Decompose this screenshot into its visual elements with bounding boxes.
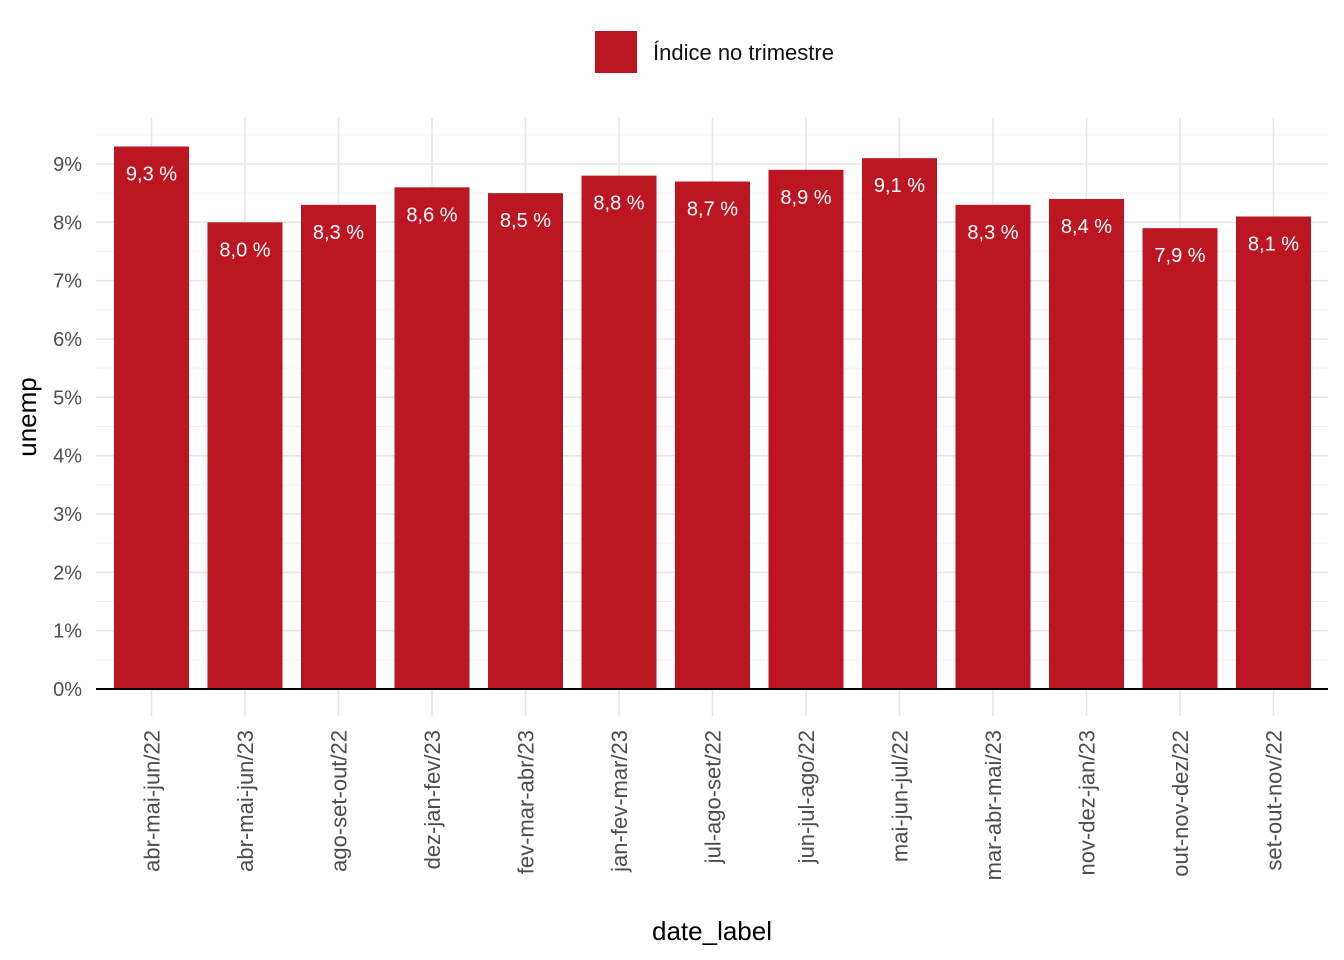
bar-label: 8,7 % <box>687 199 738 221</box>
x-tick-label: jun-jul-ago/22 <box>794 730 819 864</box>
x-tick-label: set-out-nov/22 <box>1262 730 1287 871</box>
y-tick-label: 8% <box>53 212 82 234</box>
y-tick-label: 4% <box>53 446 82 468</box>
x-tick-label: jan-fev-mar/23 <box>607 730 632 873</box>
y-tick-label: 3% <box>53 504 82 526</box>
bar <box>1236 216 1311 689</box>
bar-label: 8,1 % <box>1248 234 1299 256</box>
y-tick-label: 0% <box>53 679 82 701</box>
bar <box>675 181 750 689</box>
y-tick-label: 5% <box>53 387 82 409</box>
bar <box>768 169 844 690</box>
y-tick-label: 9% <box>53 154 82 176</box>
x-axis-ticks: abr-mai-jun/22 abr-mai-jun/23 ago-set-out/… <box>140 730 1287 880</box>
bar <box>394 187 470 690</box>
x-tick-label: nov-dez-jan/23 <box>1075 730 1100 876</box>
bar-label: 7,9 % <box>1154 245 1205 267</box>
y-tick-label: 2% <box>53 562 82 584</box>
bar-label: 9,1 % <box>874 175 925 197</box>
legend-swatch <box>595 31 637 73</box>
x-tick-label: fev-mar-abr/23 <box>514 730 539 874</box>
x-axis-title: date_label <box>652 916 772 946</box>
legend: Índice no trimestre <box>595 31 834 73</box>
bar <box>955 204 1031 690</box>
legend-label: Índice no trimestre <box>653 40 834 65</box>
x-tick-label: abr-mai-jun/23 <box>233 730 258 872</box>
bar-label: 8,4 % <box>1061 216 1112 238</box>
x-tick-label: ago-set-out/22 <box>327 730 352 872</box>
bar <box>862 158 937 689</box>
y-tick-label: 6% <box>53 329 82 351</box>
bar-label: 8,5 % <box>500 210 551 232</box>
bar-label: 8,3 % <box>967 222 1018 244</box>
bar-label: 8,8 % <box>593 193 644 215</box>
bars: 9,3 % 8,0 % 8,3 % 8,6 % 8,5 % 8,8 % 8,7 % 8,9 %… <box>114 146 1311 690</box>
bar-label: 8,3 % <box>313 222 364 244</box>
bar <box>301 204 376 690</box>
y-axis-ticks: 0% 1% 2% 3% 4% 5% 6% 7% 8% 9% <box>53 154 82 701</box>
bar <box>488 193 563 689</box>
x-tick-label: mai-jun-jul/22 <box>888 730 913 862</box>
bar <box>581 175 657 689</box>
x-tick-label: mar-abr-mai/23 <box>981 730 1006 880</box>
y-tick-label: 1% <box>53 621 82 643</box>
x-tick-label: dez-jan-fev/23 <box>420 730 445 869</box>
bar-label: 9,3 % <box>126 164 177 186</box>
bar <box>114 146 189 689</box>
x-tick-label: abr-mai-jun/22 <box>140 730 165 872</box>
bar-label: 8,9 % <box>780 187 831 209</box>
bar <box>207 222 283 690</box>
x-tick-label: jul-ago-set/22 <box>701 730 726 864</box>
y-tick-label: 7% <box>53 271 82 293</box>
y-axis-title: unemp <box>12 377 42 457</box>
bar-label: 8,0 % <box>219 239 270 261</box>
bar <box>1049 199 1124 689</box>
x-tick-label: out-nov-dez/22 <box>1168 730 1193 877</box>
bar-label: 8,6 % <box>406 204 457 226</box>
bar <box>1142 228 1218 689</box>
